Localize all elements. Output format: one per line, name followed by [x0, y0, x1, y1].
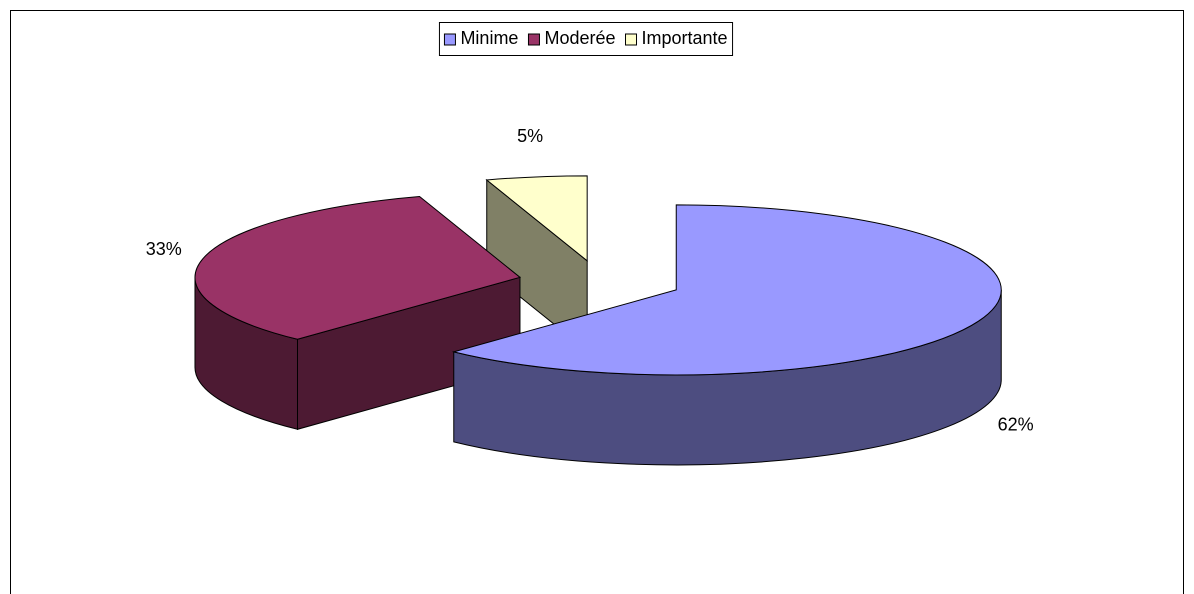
slice — [194, 195, 522, 340]
slice — [485, 175, 588, 262]
legend-swatch — [527, 33, 540, 46]
legend-swatch — [443, 33, 456, 46]
slice — [451, 204, 1002, 466]
data-label: 62% — [998, 415, 1034, 435]
legend: Minime Moderée Importante — [438, 22, 734, 56]
chart-frame — [10, 10, 1184, 594]
slice — [194, 195, 522, 430]
legend-label: Moderée — [544, 28, 615, 48]
data-label: 5% — [517, 126, 543, 146]
slice — [485, 175, 588, 352]
legend-label: Importante — [642, 28, 728, 48]
legend-swatch — [625, 33, 638, 46]
slice — [451, 204, 1002, 376]
legend-box — [438, 22, 734, 56]
data-label: 33% — [146, 239, 182, 259]
legend-label: Minime — [460, 28, 518, 48]
